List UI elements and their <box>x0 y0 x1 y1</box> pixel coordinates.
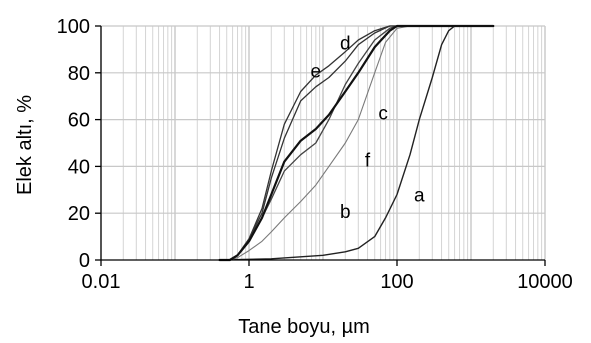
curve-f <box>218 24 495 262</box>
curve-label-b: b <box>340 202 351 223</box>
x-tick-label: 100 <box>380 271 413 293</box>
y-tick-label: 40 <box>68 156 90 178</box>
curve-a <box>218 25 494 261</box>
y-tick-label: 100 <box>57 16 90 38</box>
x-tick-label: 10000 <box>517 271 573 293</box>
curve-label-c: c <box>378 104 388 125</box>
curve-label-e: e <box>311 61 322 82</box>
ticks: 0 20 40 60 80 100 0.01 1 100 10000 <box>57 16 573 293</box>
curve-labels: a b c de f <box>311 33 425 222</box>
x-tick-label: 0.01 <box>82 271 121 293</box>
curve-label-a: a <box>414 186 425 207</box>
curves <box>218 24 495 262</box>
y-tick-label: 20 <box>68 203 90 225</box>
curve-b <box>219 25 494 261</box>
curve-label-f: f <box>365 150 371 171</box>
x-tick-label: 1 <box>243 271 254 293</box>
curve-label-d: d <box>340 33 351 54</box>
axes <box>100 26 545 261</box>
y-axis-title: Elek altı, % <box>14 95 36 195</box>
grid <box>100 25 546 260</box>
y-tick-label: 0 <box>79 250 90 272</box>
x-axis-title: Tane boyu, µm <box>238 316 370 338</box>
y-tick-label: 60 <box>68 110 90 132</box>
y-tick-label: 80 <box>68 63 90 85</box>
